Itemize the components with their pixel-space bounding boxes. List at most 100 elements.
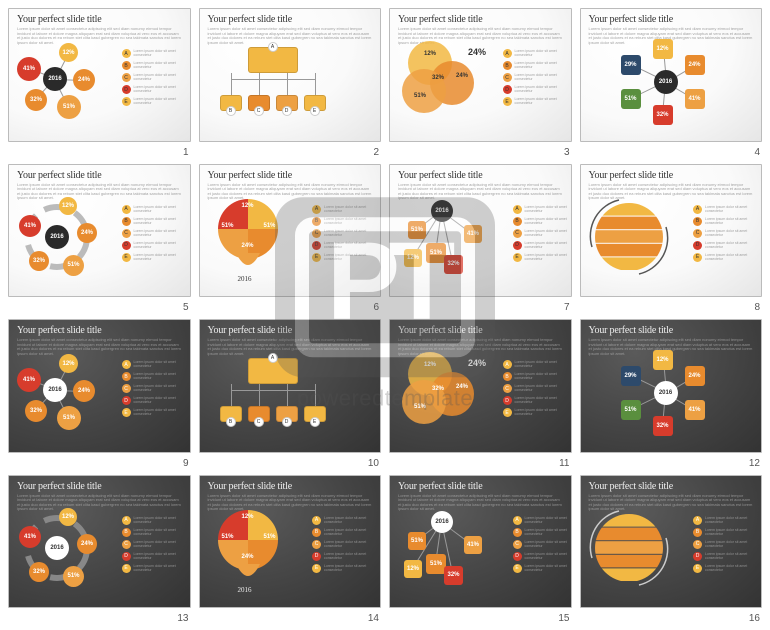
legend-badge: A: [122, 360, 131, 369]
legend-badge: A: [513, 205, 522, 214]
center-node: 2016: [43, 67, 67, 91]
slide-11[interactable]: Your perfect slide title Lorem ipsum dol…: [389, 319, 572, 453]
radial-node: 41%: [17, 368, 41, 392]
tree-node: 41%: [464, 536, 482, 554]
cycle-node: 24%: [77, 534, 97, 554]
pin-pct: 24%: [242, 243, 254, 249]
legend-badge: B: [513, 217, 522, 226]
legend-row: DLorem ipsum dolor sit amet consectetur: [513, 241, 569, 250]
legend-badge: B: [312, 528, 321, 537]
cell-16: Your perfect slide title Lorem ipsum dol…: [580, 475, 763, 623]
cycle-diagram: 201612%24%51%32%41%: [15, 193, 118, 292]
legend-text: Lorem ipsum dolor sit amet consectetur: [705, 217, 759, 225]
legend-text: Lorem ipsum dolor sit amet consectetur: [134, 241, 188, 249]
slide-14[interactable]: Your perfect slide title Lorem ipsum dol…: [199, 475, 382, 609]
slide-number: 11: [559, 458, 569, 469]
hub-center: 2016: [654, 381, 678, 405]
legend-text: Lorem ipsum dolor sit amet consectetur: [324, 229, 378, 237]
cycle-node: 32%: [29, 562, 49, 582]
legend-badge: E: [122, 253, 131, 262]
slide-13[interactable]: Your perfect slide title Lorem ipsum dol…: [8, 475, 191, 609]
legend: ALorem ipsum dolor sit amet consecteturB…: [122, 205, 188, 265]
venn-label: 51%: [414, 404, 426, 410]
connector-line: [231, 79, 315, 80]
legend-row: CLorem ipsum dolor sit amet consectetur: [122, 384, 188, 393]
legend-text: Lorem ipsum dolor sit amet consectetur: [134, 217, 188, 225]
side-pct: 24%: [468, 47, 486, 57]
legend-text: Lorem ipsum dolor sit amet consectetur: [705, 241, 759, 249]
slide-9[interactable]: Your perfect slide title Lorem ipsum dol…: [8, 319, 191, 453]
slide-3[interactable]: Your perfect slide title Lorem ipsum dol…: [389, 8, 572, 142]
legend-badge: C: [312, 540, 321, 549]
legend-text: Lorem ipsum dolor sit amet consectetur: [705, 516, 759, 524]
slide-number: 3: [564, 147, 570, 158]
slide-number: 13: [177, 613, 188, 624]
legend-text: Lorem ipsum dolor sit amet consectetur: [134, 97, 188, 105]
legend-text: Lorem ipsum dolor sit amet consectetur: [515, 372, 569, 380]
legend-row: ELorem ipsum dolor sit amet consectetur: [693, 564, 759, 573]
connector-line: [231, 390, 315, 391]
legend-text: Lorem ipsum dolor sit amet consectetur: [515, 49, 569, 57]
cell-3: Your perfect slide title Lorem ipsum dol…: [389, 8, 572, 156]
cycle-node: 24%: [77, 223, 97, 243]
legend-badge: C: [513, 229, 522, 238]
slide-15[interactable]: Your perfect slide title Lorem ipsum dol…: [389, 475, 572, 609]
slide-16[interactable]: Your perfect slide title Lorem ipsum dol…: [580, 475, 763, 609]
slide-number: 15: [558, 613, 569, 624]
slide-number: 9: [183, 458, 189, 469]
legend-row: ELorem ipsum dolor sit amet consectetur: [503, 97, 569, 106]
tree-node: 12%: [404, 560, 422, 578]
pin-pct: 51%: [222, 223, 234, 229]
legend-badge: E: [503, 97, 512, 106]
legend-text: Lorem ipsum dolor sit amet consectetur: [134, 552, 188, 560]
legend-text: Lorem ipsum dolor sit amet consectetur: [515, 73, 569, 81]
slide-6[interactable]: Your perfect slide title Lorem ipsum dol…: [199, 164, 382, 298]
connector-line: [287, 384, 288, 406]
legend-badge: E: [122, 408, 131, 417]
legend-text: Lorem ipsum dolor sit amet consectetur: [134, 528, 188, 536]
legend-badge: B: [122, 528, 131, 537]
cycle-node: 51%: [63, 566, 84, 587]
legend-badge: C: [312, 229, 321, 238]
slide-1[interactable]: Your perfect slide title Lorem ipsum dol…: [8, 8, 191, 142]
slide-12[interactable]: Your perfect slide title Lorem ipsum dol…: [580, 319, 763, 453]
slide-10[interactable]: Your perfect slide title Lorem ipsum dol…: [199, 319, 382, 453]
venn-label: 24%: [456, 73, 468, 79]
legend-text: Lorem ipsum dolor sit amet consectetur: [134, 384, 188, 392]
hub-node: 24%: [685, 55, 705, 75]
legend-row: BLorem ipsum dolor sit amet consectetur: [122, 217, 188, 226]
slide-number: 6: [373, 302, 379, 313]
slide-title: Your perfect slide title: [208, 14, 292, 25]
legend-text: Lorem ipsum dolor sit amet consectetur: [515, 396, 569, 404]
slide-5[interactable]: Your perfect slide title Lorem ipsum dol…: [8, 164, 191, 298]
connector-line: [259, 384, 260, 406]
legend-badge: E: [312, 253, 321, 262]
legend-badge: C: [693, 229, 702, 238]
legend-row: ELorem ipsum dolor sit amet consectetur: [312, 564, 378, 573]
legend-text: Lorem ipsum dolor sit amet consectetur: [134, 253, 188, 261]
cell-10: Your perfect slide title Lorem ipsum dol…: [199, 319, 382, 467]
pin-year: 2016: [238, 586, 252, 594]
slide-4[interactable]: Your perfect slide title Lorem ipsum dol…: [580, 8, 763, 142]
slide-number: 16: [749, 613, 760, 624]
legend-text: Lorem ipsum dolor sit amet consectetur: [134, 49, 188, 57]
legend-badge: E: [693, 564, 702, 573]
hub-node: 12%: [653, 350, 673, 370]
cycle-center: 2016: [45, 225, 69, 249]
slide-7[interactable]: Your perfect slide title Lorem ipsum dol…: [389, 164, 572, 298]
legend-text: Lorem ipsum dolor sit amet consectetur: [705, 540, 759, 548]
slide-2[interactable]: Your perfect slide title Lorem ipsum dol…: [199, 8, 382, 142]
cell-11: Your perfect slide title Lorem ipsum dol…: [389, 319, 572, 467]
venn-label: 12%: [424, 51, 436, 57]
slide-8[interactable]: Your perfect slide title Lorem ipsum dol…: [580, 164, 763, 298]
legend-text: Lorem ipsum dolor sit amet consectetur: [134, 408, 188, 416]
legend-badge: D: [312, 552, 321, 561]
legend-row: CLorem ipsum dolor sit amet consectetur: [513, 540, 569, 549]
legend-text: Lorem ipsum dolor sit amet consectetur: [515, 384, 569, 392]
connector-line: [315, 73, 316, 95]
legend-badge: A: [513, 516, 522, 525]
legend-row: ALorem ipsum dolor sit amet consectetur: [693, 516, 759, 525]
legend-text: Lorem ipsum dolor sit amet consectetur: [134, 396, 188, 404]
cell-1: Your perfect slide title Lorem ipsum dol…: [8, 8, 191, 156]
cell-8: Your perfect slide title Lorem ipsum dol…: [580, 164, 763, 312]
